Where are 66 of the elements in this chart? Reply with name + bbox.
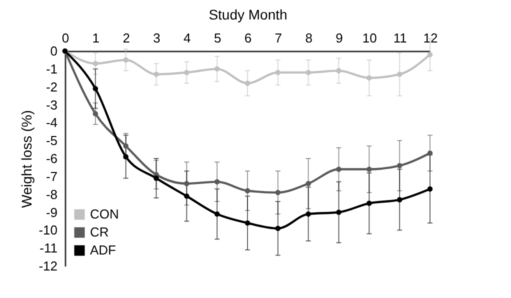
point: [336, 210, 342, 215]
y-tick-label: -11: [40, 240, 58, 256]
point: [92, 86, 98, 92]
point: [306, 70, 311, 76]
point: [366, 200, 372, 206]
x-tick-label: 5: [214, 30, 222, 46]
x-tick-label: 4: [184, 30, 191, 46]
point: [92, 60, 98, 66]
point: [366, 75, 372, 81]
point: [244, 220, 250, 226]
y-tick-label: -9: [46, 204, 58, 220]
x-tick-label: 11: [393, 30, 407, 46]
x-axis-title: Study Month: [208, 6, 288, 22]
x-tick-label: 7: [274, 30, 282, 46]
x-tick-label: 6: [244, 30, 252, 46]
x-tick-label: 10: [362, 30, 377, 46]
point: [92, 111, 98, 116]
point: [306, 211, 311, 217]
point: [427, 186, 433, 192]
point: [184, 193, 190, 199]
point: [275, 226, 281, 232]
y-tick-label: -3: [46, 97, 58, 112]
x-tick-label: 12: [423, 30, 438, 46]
legend-label: ADF: [90, 242, 116, 258]
point: [244, 188, 250, 194]
point: [123, 143, 128, 149]
point: [123, 154, 128, 160]
y-tick-label: -4: [46, 115, 58, 130]
point: [366, 166, 372, 172]
x-tick-label: 3: [153, 30, 160, 46]
point: [275, 190, 281, 196]
point: [396, 163, 402, 168]
point: [396, 72, 402, 77]
point: [427, 52, 433, 58]
point: [244, 80, 250, 86]
point: [336, 166, 342, 172]
point: [275, 70, 281, 76]
point: [154, 176, 159, 181]
y-axis-title: Weight loss (%): [18, 110, 35, 208]
point: [306, 180, 311, 186]
y-tick-label: 0: [50, 44, 58, 58]
point: [214, 66, 220, 72]
y-tick-label: -10: [38, 222, 58, 238]
x-tick-label: 8: [305, 30, 312, 46]
y-tick-label: -8: [46, 186, 58, 202]
point: [427, 150, 433, 156]
x-tick-label: 9: [336, 30, 343, 46]
legend-label: CR: [90, 224, 109, 240]
point: [214, 211, 220, 217]
x-tick-label: 2: [122, 30, 130, 46]
point: [184, 70, 190, 76]
y-tick-label: -2: [46, 79, 58, 94]
x-tick-label: 0: [62, 30, 70, 46]
y-tick-label: -12: [38, 258, 58, 274]
legend-label: CON: [90, 206, 119, 222]
point: [154, 72, 159, 77]
point: [396, 197, 402, 202]
y-tick-label: -1: [46, 61, 58, 76]
y-tick-label: -5: [46, 133, 58, 148]
y-tick-label: -7: [46, 168, 58, 184]
point: [184, 180, 190, 186]
y-tick-label: -6: [46, 151, 58, 166]
point: [123, 57, 128, 63]
x-tick-label: 1: [92, 30, 100, 46]
point: [336, 68, 342, 74]
point: [214, 179, 220, 184]
